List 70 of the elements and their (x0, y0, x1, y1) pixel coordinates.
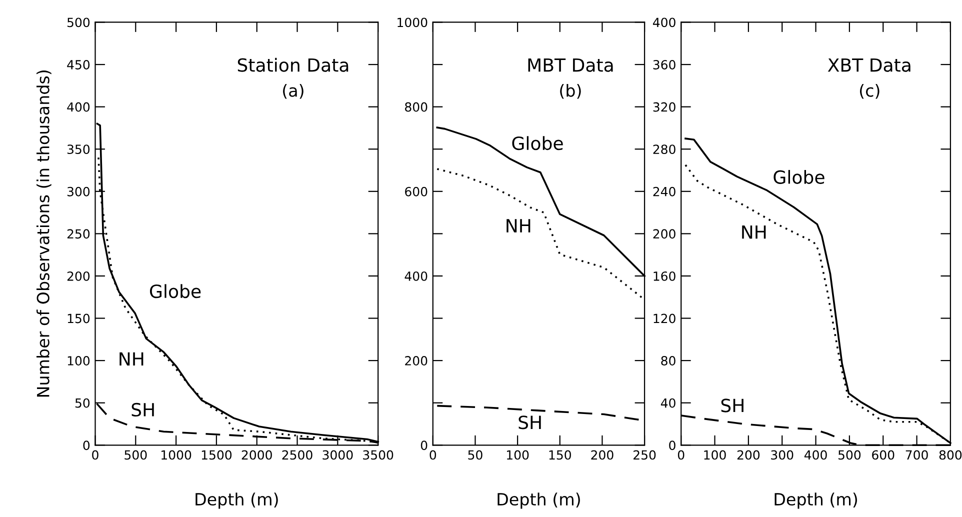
y-tick-label: 120 (654, 314, 676, 324)
x-tick-label: 50 (468, 450, 482, 460)
y-tick-label: 400 (67, 102, 90, 112)
x-tick-label: 0 (678, 450, 684, 460)
y-axis-title: Number of Observations (in thousands) (36, 70, 52, 397)
y-tick-label: 400 (404, 271, 428, 281)
series-label: SH (721, 398, 744, 412)
y-tick-label: 360 (653, 60, 676, 70)
x-tick-label: 500 (838, 450, 861, 460)
x-tick-label: 700 (906, 450, 928, 460)
x-tick-label: 500 (124, 450, 147, 460)
y-tick-label: 0 (420, 440, 428, 450)
y-tick-label: 100 (68, 356, 90, 366)
series-label: Globe (512, 136, 563, 150)
text: Station Data (238, 58, 348, 72)
y-tick-label: 1000 (398, 18, 428, 28)
y-tick-label: 400 (652, 18, 676, 28)
series-label: SH (132, 402, 154, 417)
y-tick-label: 200 (653, 229, 676, 239)
x-tick-label: 600 (872, 450, 894, 460)
y-tick-label: 300 (67, 186, 90, 196)
y-tick-label: 500 (67, 18, 90, 28)
x-tick-label: 3000 (322, 450, 353, 460)
y-tick-label: 240 (653, 186, 676, 196)
y-tick-label: 280 (653, 144, 676, 154)
series-label: Globe (774, 170, 824, 184)
x-axis-title: Depth (m) (196, 492, 278, 509)
y-tick-label: 800 (405, 102, 428, 112)
x-tick-label: 100 (507, 450, 529, 460)
text: (a) (283, 84, 304, 99)
y-tick-label: 80 (661, 356, 676, 366)
series-label: Globe (150, 284, 201, 298)
text: (b) (560, 84, 581, 99)
series-label: SH (518, 416, 541, 430)
x-tick-label: 200 (737, 450, 760, 460)
series-label: NH (506, 219, 530, 232)
y-tick-label: 0 (83, 440, 90, 450)
y-tick-label: 250 (67, 229, 90, 239)
y-tick-label: 160 (654, 271, 676, 281)
y-tick-label: 600 (405, 186, 428, 196)
x-tick-label: 200 (591, 450, 614, 460)
text: (c) (860, 84, 880, 99)
y-tick-label: 0 (669, 440, 676, 450)
x-tick-label: 250 (634, 450, 656, 460)
x-tick-label: 1000 (162, 450, 192, 460)
x-tick-label: 3500 (363, 450, 394, 460)
text: XBT Data (828, 58, 910, 72)
y-tick-label: 150 (68, 314, 90, 324)
x-tick-label: 0 (92, 450, 98, 460)
y-tick-label: 320 (653, 102, 676, 112)
y-tick-label: 200 (405, 356, 428, 366)
text: MBT Data (528, 58, 613, 72)
y-tick-label: 40 (660, 398, 676, 408)
x-tick-label: 800 (939, 450, 962, 460)
x-tick-label: 300 (771, 450, 794, 460)
y-tick-label: 450 (67, 60, 90, 70)
y-tick-label: 200 (67, 271, 90, 281)
x-tick-label: 1500 (202, 450, 232, 460)
x-tick-label: 2500 (282, 450, 312, 460)
x-tick-label: 2000 (242, 450, 272, 460)
x-tick-label: 100 (704, 450, 726, 460)
x-axis-title: Depth (m) (774, 492, 857, 509)
x-tick-label: 400 (804, 450, 827, 460)
x-axis-title: Depth (m) (498, 492, 580, 509)
series-label: NH (742, 226, 766, 239)
x-tick-label: 0 (430, 450, 436, 460)
y-tick-label: 50 (75, 398, 90, 408)
y-tick-label: 350 (67, 144, 90, 154)
series-label: NH (120, 352, 144, 366)
x-tick-label: 150 (549, 450, 571, 460)
